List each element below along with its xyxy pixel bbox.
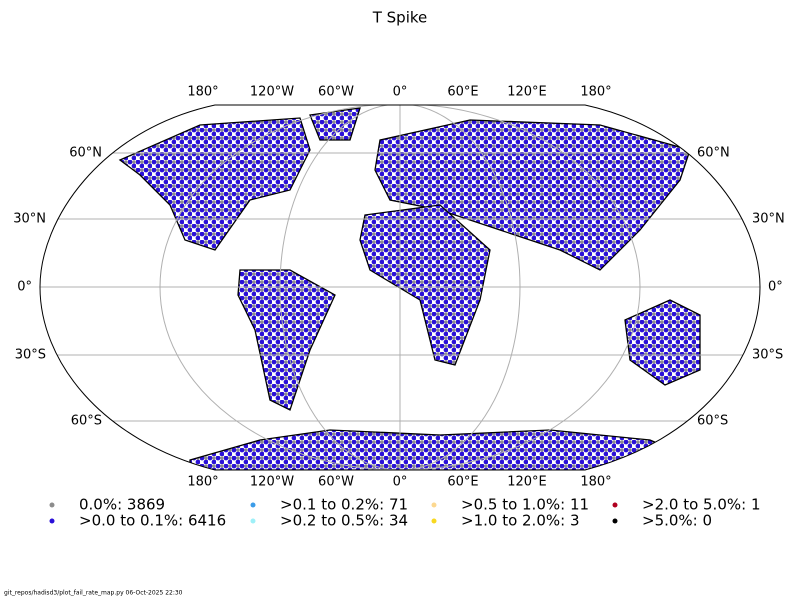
lon-label: 180° [187,85,218,100]
legend-marker [612,502,618,508]
lon-label: 120°E [507,85,547,100]
lat-label: 30°N [752,212,785,227]
legend-label: >5.0%: 0 [642,512,712,530]
legend-label: >0.1 to 0.2%: 71 [280,496,408,514]
map-body [40,105,760,470]
lat-label: 30°N [13,212,46,227]
lon-label: 60°E [447,475,478,490]
lon-label: 180° [580,475,611,490]
legend-marker [612,518,618,524]
lat-label: 60°N [69,146,102,161]
legend-label: 0.0%: 3869 [79,496,165,514]
legend-marker [250,502,256,508]
lon-label: 120°W [250,85,294,100]
lon-label: 120°W [250,475,294,490]
legend-marker [250,518,256,524]
lat-label: 0° [17,280,32,295]
title: T Spike [372,9,428,27]
lon-label: 60°E [447,85,478,100]
legend-label: >0.0 to 0.1%: 6416 [79,512,226,530]
lat-label: 60°S [697,414,728,429]
lat-label: 30°S [752,348,783,363]
lon-label: 0° [393,475,408,490]
lon-label: 60°W [318,475,354,490]
graticule [40,105,760,470]
lon-label: 120°E [507,475,547,490]
legend-label: >2.0 to 5.0%: 1 [642,496,761,514]
legend-marker [431,518,437,524]
footer: git_repos/hadisd3/plot_fail_rate_map.py … [4,590,183,597]
lat-label: 60°N [697,146,730,161]
legend-marker [49,518,55,524]
lon-label: 0° [393,85,408,100]
legend-label: >0.5 to 1.0%: 11 [461,496,589,514]
lon-label: 60°W [318,85,354,100]
legend-label: >0.2 to 0.5%: 34 [280,512,408,530]
lat-label: 30°S [15,348,46,363]
lon-label: 180° [580,85,611,100]
lat-label: 60°S [71,414,102,429]
legend-marker [49,502,55,508]
land [118,107,721,470]
legend-marker [431,502,437,508]
legend-label: >1.0 to 2.0%: 3 [461,512,580,530]
lon-label: 180° [187,475,218,490]
lat-label: 0° [768,280,783,295]
map-boundary [39,104,761,471]
